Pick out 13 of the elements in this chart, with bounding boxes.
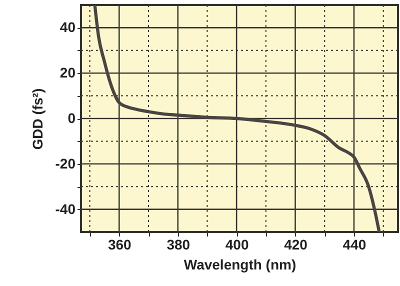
- line-series: [93, 5, 381, 232]
- y-tick-label: 40: [60, 19, 76, 36]
- x-axis-title: Wavelength (nm): [184, 256, 296, 272]
- x-tick-label: 360: [108, 236, 132, 252]
- y-axis-title: GDD (fs²): [29, 88, 46, 150]
- y-tick-label: -20: [55, 155, 76, 172]
- y-tick-label: -40: [55, 200, 76, 217]
- x-tick-label: 420: [284, 236, 308, 252]
- y-tick-label: 0: [68, 110, 76, 126]
- x-tick-label: 380: [166, 236, 190, 252]
- x-tick-label: 440: [342, 236, 366, 252]
- y-tick-label: 20: [60, 64, 76, 81]
- x-tick-label: 400: [225, 236, 249, 252]
